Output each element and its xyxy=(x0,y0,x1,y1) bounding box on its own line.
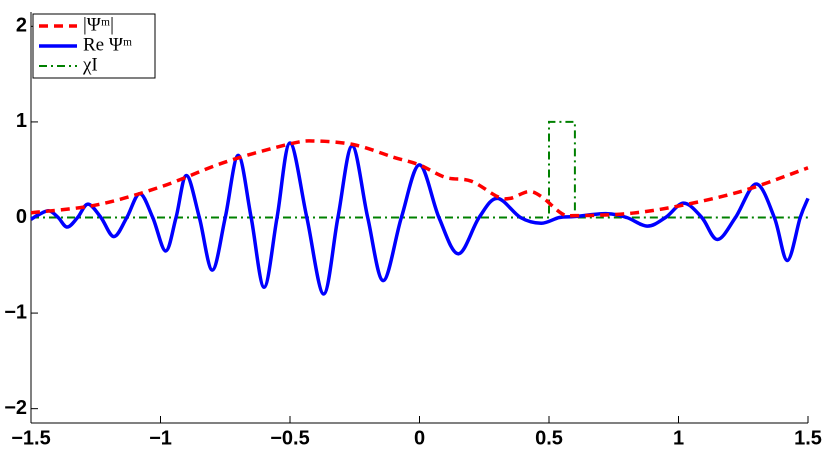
x-tick-label: −1.5 xyxy=(11,427,50,449)
y-tick-label: 2 xyxy=(16,15,27,37)
legend-label: Re Ψᵐ xyxy=(83,34,132,55)
x-tick-label: −0.5 xyxy=(270,427,309,449)
x-tick-label: 0 xyxy=(414,427,425,449)
y-tick-label: −1 xyxy=(4,301,27,323)
x-tick-label: 1.5 xyxy=(794,427,822,449)
series-line xyxy=(30,141,810,296)
x-tick-label: −1 xyxy=(149,427,172,449)
y-tick-label: −2 xyxy=(4,397,27,419)
x-tick-label: 0.5 xyxy=(535,427,563,449)
y-tick-label: 1 xyxy=(16,110,27,132)
y-tick-label: 0 xyxy=(16,206,27,228)
series-line xyxy=(30,139,809,218)
x-tick-label: 1 xyxy=(673,427,684,449)
legend-label: χI xyxy=(82,54,98,75)
legend-label: |Ψᵐ| xyxy=(83,14,114,35)
